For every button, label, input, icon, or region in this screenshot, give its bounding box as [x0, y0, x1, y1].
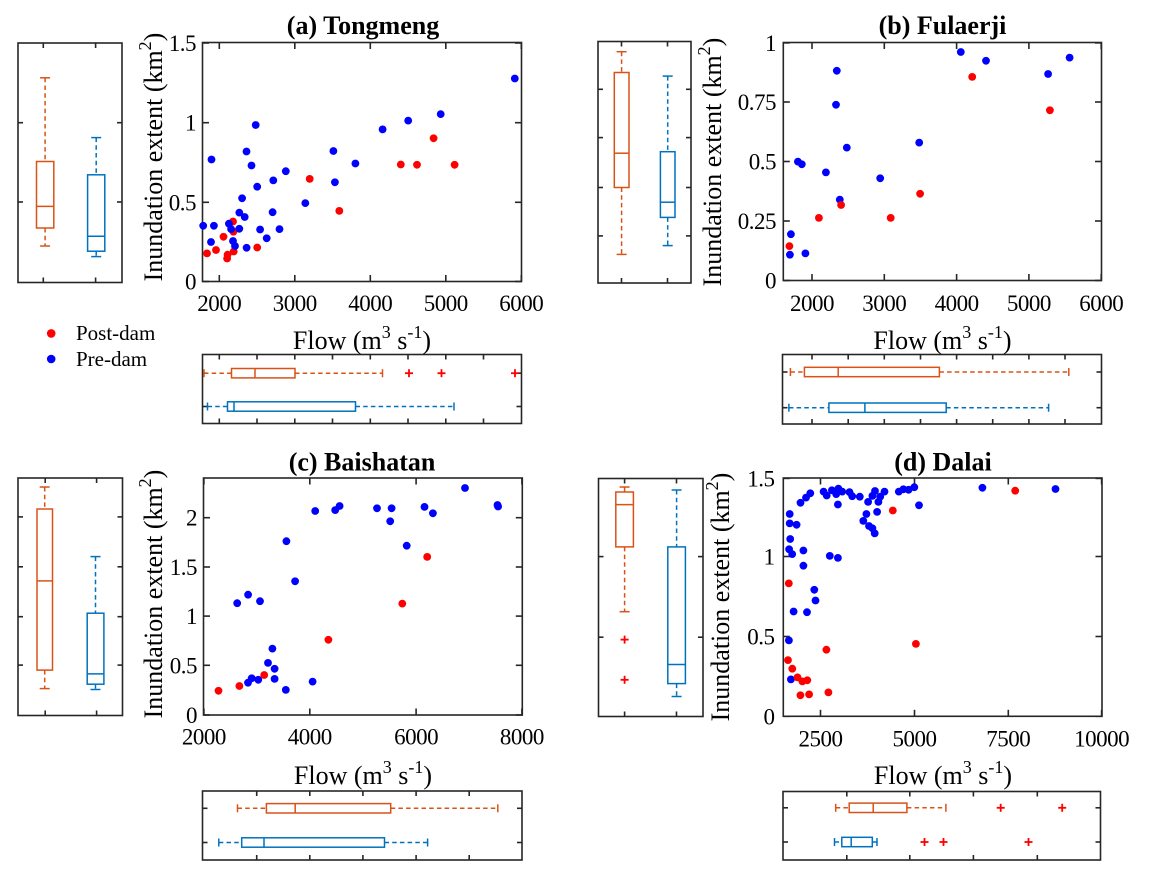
svg-text:(b) Fulaerji: (b) Fulaerji — [879, 11, 1007, 40]
svg-text:6000: 6000 — [394, 725, 438, 750]
svg-text:Inundation extent (km2): Inundation extent (km2) — [694, 38, 727, 287]
svg-text:Inundation extent (km2): Inundation extent (km2) — [702, 473, 735, 722]
svg-text:1.5: 1.5 — [170, 555, 197, 580]
svg-text:Post-dam: Post-dam — [76, 321, 155, 345]
svg-text:Inundation extent (km2): Inundation extent (km2) — [135, 33, 168, 282]
svg-text:8000: 8000 — [500, 725, 544, 750]
svg-text:1: 1 — [764, 545, 775, 570]
svg-text:(a) Tongmeng: (a) Tongmeng — [287, 11, 439, 40]
svg-text:0.75: 0.75 — [738, 90, 776, 115]
svg-text:2: 2 — [186, 506, 197, 531]
svg-text:0: 0 — [765, 269, 776, 294]
svg-text:4000: 4000 — [935, 291, 979, 316]
svg-text:0.5: 0.5 — [747, 625, 774, 650]
svg-text:0: 0 — [186, 703, 197, 728]
svg-text:3000: 3000 — [273, 291, 317, 316]
svg-text:6000: 6000 — [1079, 291, 1123, 316]
svg-text:Flow (m3 s-1): Flow (m3 s-1) — [874, 757, 1012, 790]
svg-text:3000: 3000 — [862, 291, 906, 316]
svg-text:7500: 7500 — [986, 727, 1030, 752]
svg-text:2000: 2000 — [182, 725, 226, 750]
svg-text:6000: 6000 — [499, 291, 543, 316]
svg-text:4000: 4000 — [288, 725, 332, 750]
svg-text:(d) Dalai: (d) Dalai — [894, 448, 992, 477]
svg-text:(c) Baishatan: (c) Baishatan — [289, 448, 436, 477]
svg-text:1.5: 1.5 — [169, 31, 196, 56]
svg-text:0.5: 0.5 — [749, 150, 776, 175]
svg-text:4000: 4000 — [348, 291, 392, 316]
svg-text:0: 0 — [185, 270, 196, 295]
svg-text:10000: 10000 — [1074, 727, 1129, 752]
svg-text:0: 0 — [764, 704, 775, 729]
svg-text:1.5: 1.5 — [747, 466, 774, 491]
svg-text:5000: 5000 — [424, 291, 468, 316]
svg-text:1: 1 — [186, 604, 197, 629]
svg-text:2000: 2000 — [197, 291, 241, 316]
svg-text:5000: 5000 — [1007, 291, 1051, 316]
svg-text:1: 1 — [765, 31, 776, 56]
svg-text:5000: 5000 — [893, 727, 937, 752]
svg-text:0.5: 0.5 — [169, 190, 196, 215]
svg-text:2000: 2000 — [790, 291, 834, 316]
svg-text:Inundation extent (km2): Inundation extent (km2) — [135, 470, 168, 719]
svg-text:1: 1 — [185, 111, 196, 136]
svg-text:Pre-dam: Pre-dam — [76, 347, 147, 371]
svg-text:2500: 2500 — [799, 727, 843, 752]
svg-text:0.25: 0.25 — [738, 209, 776, 234]
svg-text:0.5: 0.5 — [170, 653, 197, 678]
